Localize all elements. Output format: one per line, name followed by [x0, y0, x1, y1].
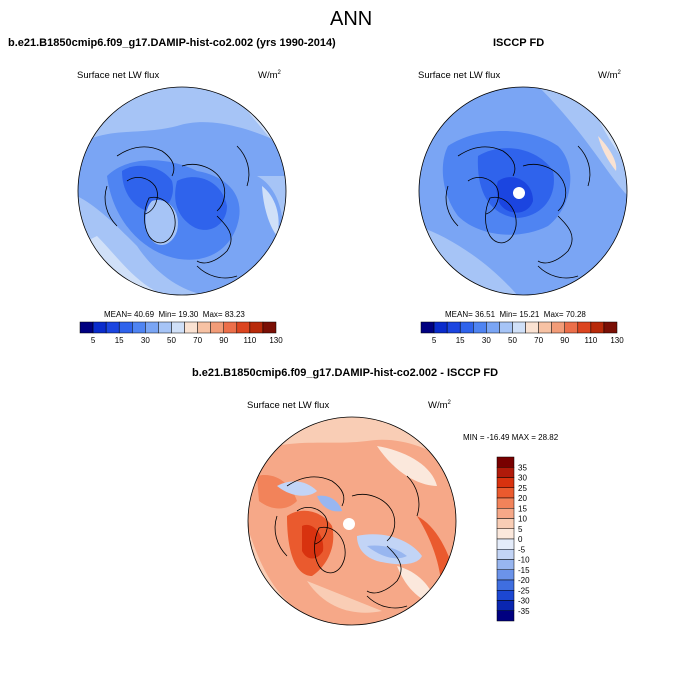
panel-obs-colorbar-box — [564, 321, 579, 334]
panel-obs-colorbar-box — [446, 321, 461, 334]
panel-diff-colorbar-tick-label: 25 — [518, 484, 527, 493]
panel-obs-colorbar-tick-label: 90 — [560, 336, 569, 345]
panel-obs-colorbar-tick-label: 130 — [610, 336, 624, 345]
panel-diff-colorbar-box — [496, 610, 515, 622]
panel-model-units: W/m2 — [258, 70, 281, 82]
panel-diff-colorbar-tick-label: -25 — [518, 586, 530, 595]
panel-model-colorbar-tick-label: 5 — [91, 336, 96, 345]
panel-model-colorbar-tick-label: 90 — [219, 336, 228, 345]
panel-obs-colorbar-box — [577, 321, 592, 334]
panel-diff-units: W/m2 — [428, 400, 451, 412]
panel-obs-colorbar: 5 15 30 50 70 90 110 130 — [420, 321, 624, 345]
panel-model-heading: b.e21.B1850cmip6.f09_g17.DAMIP-hist-co2.… — [8, 37, 336, 49]
panel-diff-colorbar-box — [496, 590, 515, 601]
figure-title: ANN — [330, 8, 373, 30]
panel-diff-colorbar-tick-label: 5 — [518, 525, 523, 534]
panel-model-colorbar-tick-label: 30 — [141, 336, 150, 345]
panel-diff-colorbar-tick-label: -30 — [518, 597, 530, 606]
panel-model-map — [77, 86, 287, 296]
panel-model-colorbar-box — [197, 321, 211, 334]
panel-obs-colorbar-box — [512, 321, 526, 334]
panel-model-colorbar-box — [171, 321, 185, 334]
panel-model-stats: MEAN= 40.69 Min= 19.30 Max= 83.23 — [104, 310, 245, 319]
panel-diff-map — [247, 416, 457, 626]
panel-diff-heading: b.e21.B1850cmip6.f09_g17.DAMIP-hist-co2.… — [192, 367, 499, 379]
panel-diff-colorbar-tick-label: -15 — [518, 566, 530, 575]
panel-diff-colorbar-tick-label: -5 — [518, 545, 526, 554]
panel-diff-colorbar-box — [496, 600, 515, 611]
panel-obs-colorbar-box — [538, 321, 552, 334]
panel-obs-colorbar-box — [459, 321, 474, 334]
panel-obs-colorbar-box — [590, 321, 605, 334]
panel-model-variable: Surface net LW flux — [77, 70, 160, 81]
panel-model-colorbar-tick-label: 50 — [167, 336, 176, 345]
panel-diff-colorbar-box — [496, 559, 515, 570]
panel-model-colorbar: 5 15 30 50 70 90 110 130 — [79, 321, 283, 345]
panel-obs-colorbar-tick-label: 70 — [534, 336, 543, 345]
panel-diff-colorbar-box — [496, 569, 515, 581]
panel-model-colorbar-box — [105, 321, 120, 334]
panel-model-colorbar-box — [79, 321, 94, 334]
panel-diff-variable: Surface net LW flux — [247, 400, 330, 411]
panel-model-colorbar-box — [223, 321, 238, 334]
panel-model-colorbar-box — [262, 321, 277, 334]
panel-diff-colorbar-tick-label: 0 — [518, 535, 523, 544]
panel-diff-colorbar-tick-label: 15 — [518, 504, 527, 513]
panel-model-colorbar-box — [184, 321, 198, 334]
panel-diff-colorbar-box — [496, 497, 515, 509]
panel-diff-colorbar-tick-label: 20 — [518, 494, 527, 503]
panel-obs-map — [418, 86, 628, 296]
panel-diff-colorbar-tick-label: 10 — [518, 515, 527, 524]
panel-model-colorbar-tick-label: 110 — [243, 336, 256, 345]
panel-diff-minmax: MIN = -16.49 MAX = 28.82 — [463, 433, 559, 442]
panel-diff-colorbar-tick-label: -35 — [518, 607, 530, 616]
panel-model-colorbar-box — [118, 321, 133, 334]
panel-obs-colorbar-tick-label: 30 — [482, 336, 491, 345]
panel-obs-colorbar-tick-label: 110 — [584, 336, 597, 345]
panel-obs-heading: ISCCP FD — [493, 37, 545, 49]
panel-model-colorbar-tick-label: 15 — [115, 336, 124, 345]
panel-diff-colorbar-box — [496, 549, 515, 560]
panel-obs-stats: MEAN= 36.51 Min= 15.21 Max= 70.28 — [445, 310, 586, 319]
panel-diff-colorbar-box — [496, 467, 515, 478]
panel-diff-colorbar-tick-label: 35 — [518, 463, 527, 472]
panel-diff-colorbar-tick-label: -10 — [518, 556, 530, 565]
panel-model-colorbar-tick-label: 70 — [193, 336, 202, 345]
panel-obs-colorbar-box — [499, 321, 513, 334]
panel-diff-colorbar-box — [496, 518, 515, 529]
panel-obs-units: W/m2 — [598, 70, 621, 82]
panel-diff-colorbar-box — [496, 528, 515, 540]
panel-diff-colorbar-box — [496, 487, 515, 499]
panel-model-colorbar-box — [158, 321, 172, 334]
panel-model-colorbar-box — [92, 321, 107, 334]
panel-model-colorbar-box — [249, 321, 264, 334]
panel-obs-colorbar-box — [473, 321, 487, 334]
panel-model-colorbar-box — [132, 321, 146, 334]
panel-obs-colorbar-box — [551, 321, 565, 334]
panel-model-colorbar-tick-label: 130 — [269, 336, 283, 345]
panel-diff-colorbar-tick-label: 30 — [518, 474, 527, 483]
panel-obs-colorbar-box — [433, 321, 448, 334]
panel-obs-colorbar-box — [525, 321, 539, 334]
panel-obs-colorbar-tick-label: 50 — [508, 336, 517, 345]
panel-obs-colorbar-tick-label: 15 — [456, 336, 465, 345]
panel-obs-colorbar-tick-label: 5 — [432, 336, 437, 345]
panel-diff-colorbar-tick-label: -20 — [518, 576, 530, 585]
panel-obs-colorbar-box — [603, 321, 618, 334]
panel-model-colorbar-box — [236, 321, 251, 334]
panel-diff-colorbar-box — [496, 508, 515, 519]
panel-obs-colorbar-box — [420, 321, 435, 334]
panel-diff-colorbar-box — [496, 579, 515, 591]
panel-diff-colorbar-box — [496, 477, 515, 488]
panel-diff-colorbar-box — [496, 538, 515, 550]
panel-obs-colorbar-box — [486, 321, 500, 334]
panel-obs-variable: Surface net LW flux — [418, 70, 501, 81]
panel-diff-colorbar-box — [496, 456, 515, 468]
panel-model-colorbar-box — [145, 321, 159, 334]
panel-model-colorbar-box — [210, 321, 224, 334]
